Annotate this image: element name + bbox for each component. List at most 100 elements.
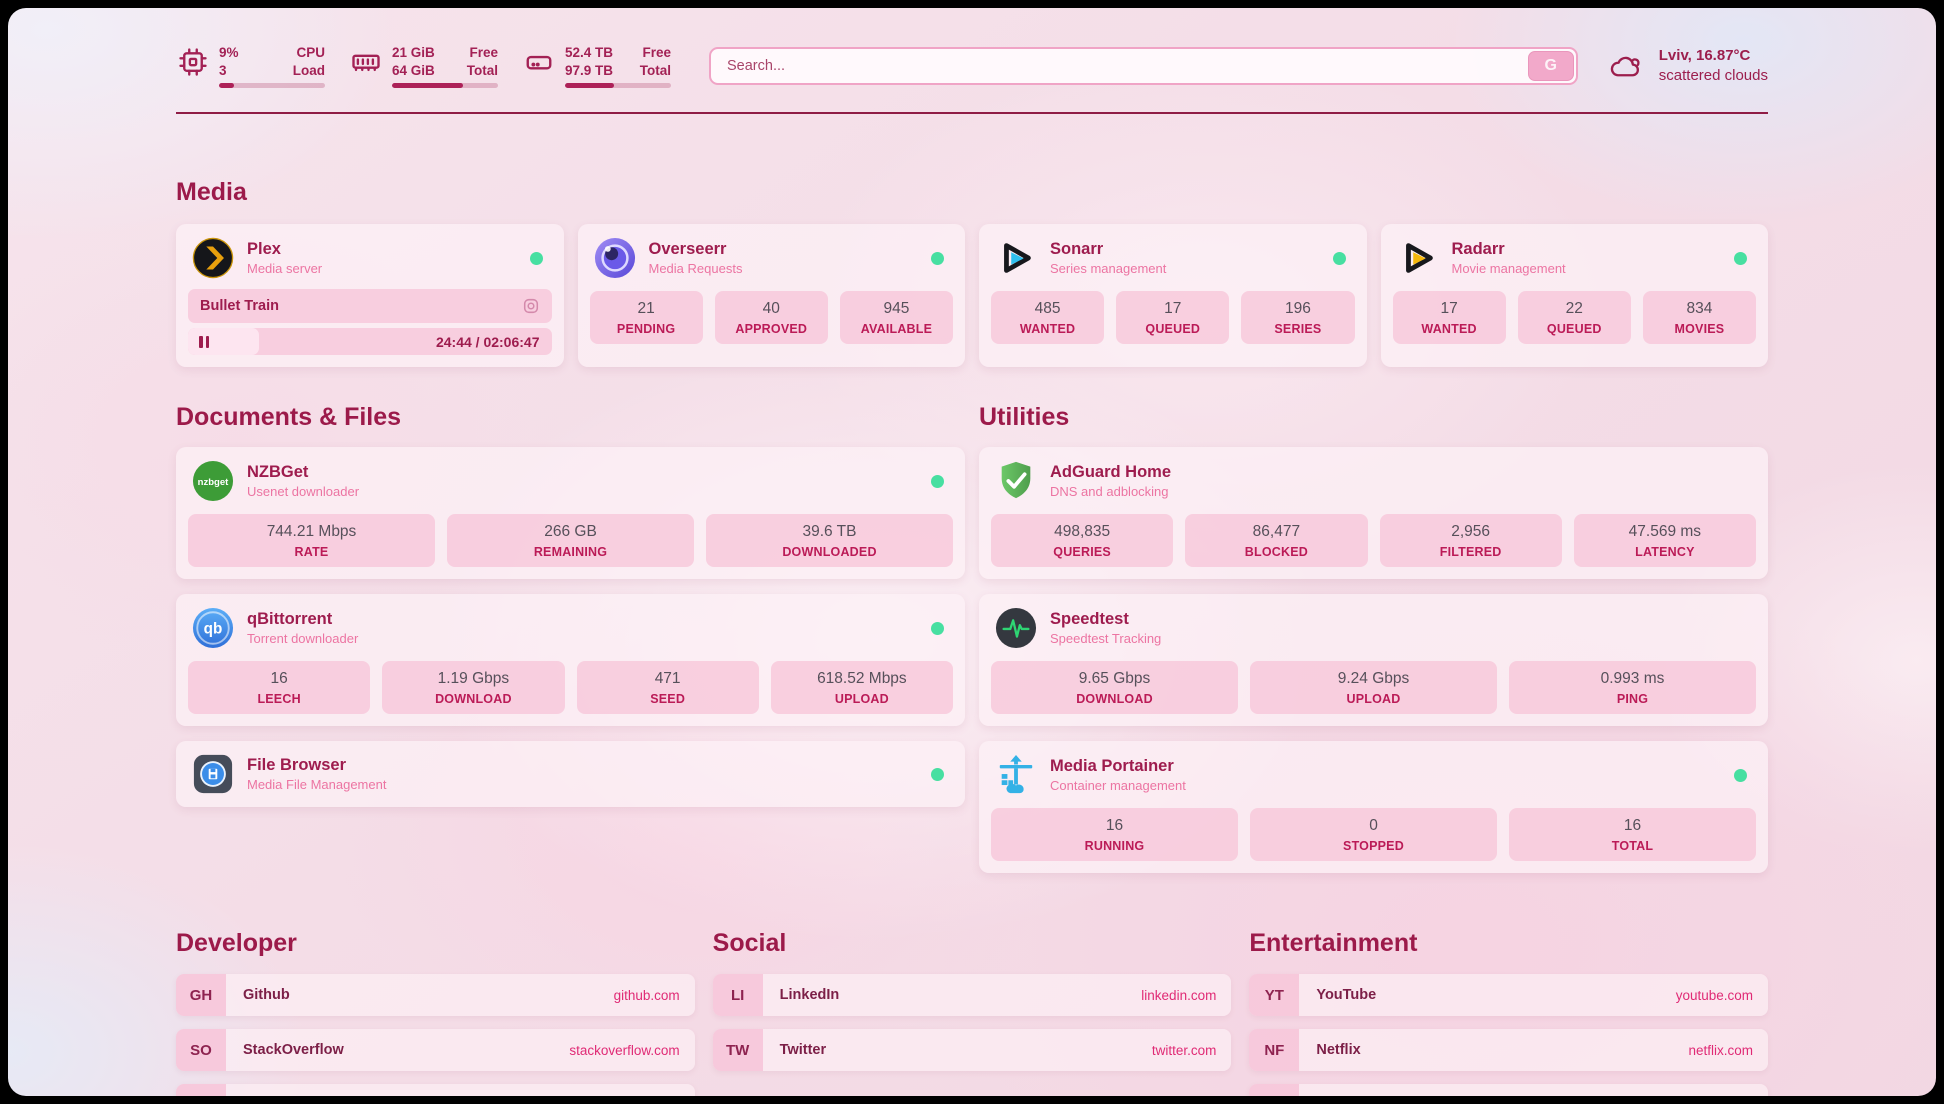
qbittorrent-stat-download: 1.19 Gbps DOWNLOAD [382, 661, 565, 715]
ram-total: 64 GiB [392, 62, 435, 78]
section-title-media: Media [176, 178, 247, 207]
ram-progress-bar [392, 83, 498, 89]
plex-now-playing: Bullet Train 24:44 / 02:06:47 [188, 289, 552, 356]
cloud-icon [1608, 51, 1646, 81]
disk-stat: 52.4 TB 97.9 TB Free Total [524, 44, 671, 89]
link-linkedin[interactable]: LI LinkedIn linkedin.com [712, 974, 1232, 1017]
speedtest-stat-download: 9.65 Gbps DOWNLOAD [991, 661, 1238, 715]
portainer-stat-running: 16 RUNNING [991, 808, 1238, 862]
speedtest-stat-upload: 9.24 Gbps UPLOAD [1250, 661, 1497, 715]
adguard-stat-latency: 47.569 ms LATENCY [1573, 514, 1756, 568]
dev-abbr: DT [176, 1084, 226, 1096]
overseerr-app-link[interactable]: Overseerr Media Requests [578, 224, 966, 288]
adguard-name: AdGuard Home [1050, 463, 1172, 482]
nzbget-app-link[interactable]: nzbget NZBGet Usenet downloader [176, 447, 965, 511]
link-dev[interactable]: DT DEV dev.to [176, 1084, 695, 1096]
cpu-icon [178, 47, 208, 77]
disk-total: 97.9 TB [565, 62, 614, 78]
ram-label-2: Total [466, 62, 498, 78]
overseerr-stat-available: 945 AVAILABLE [839, 291, 954, 345]
adguard-stat-blocked: 86,477 BLOCKED [1185, 514, 1368, 568]
link-netflix[interactable]: NF Netflix netflix.com [1249, 1029, 1769, 1072]
qbittorrent-status-dot [931, 621, 944, 635]
nzbget-desc: Usenet downloader [247, 484, 360, 500]
portainer-desc: Container management [1050, 778, 1186, 794]
utilities-column: Utilities AdGuard Home DNS and adblockin… [979, 403, 1768, 874]
portainer-app-link[interactable]: Media Portainer Container management [979, 741, 1768, 805]
link-youtube[interactable]: YT YouTube youtube.com [1249, 974, 1769, 1017]
adguard-desc: DNS and adblocking [1050, 484, 1169, 500]
netflix-abbr: NF [1249, 1029, 1300, 1072]
cpu-stat: 9% 3 CPU Load [178, 44, 325, 89]
system-stats: 9% 3 CPU Load 21 GiB 64 GiB Free Total [178, 44, 671, 89]
qbittorrent-icon: qb [192, 607, 234, 649]
reddit-abbr: RE [1249, 1084, 1300, 1096]
linkedin-abbr: LI [712, 974, 763, 1017]
radarr-name: Radarr [1451, 240, 1505, 259]
link-twitter[interactable]: TW Twitter twitter.com [712, 1029, 1232, 1072]
plex-icon [192, 237, 234, 279]
plex-app-link[interactable]: Plex Media server [176, 224, 564, 288]
link-github[interactable]: GH Github github.com [176, 974, 695, 1017]
radarr-stat-movies: 834 MOVIES [1642, 291, 1757, 345]
dashboard-page: 9% 3 CPU Load 21 GiB 64 GiB Free Total [8, 8, 1936, 1096]
speedtest-icon [995, 607, 1037, 649]
overseerr-stat-pending: 21 PENDING [589, 291, 703, 345]
weather-widget[interactable]: Lviv, 16.87°C scattered clouds [1608, 46, 1768, 87]
ram-stat: 21 GiB 64 GiB Free Total [351, 44, 498, 89]
overseerr-status-dot [931, 251, 944, 265]
documents-column: Documents & Files nzbget NZBGet Usenet d… [176, 403, 965, 873]
sonarr-app-link[interactable]: Sonarr Series management [979, 224, 1367, 288]
radarr-app-link[interactable]: Radarr Movie management [1381, 224, 1769, 288]
disk-label-2: Total [639, 62, 671, 78]
radarr-stat-wanted: 17 WANTED [1392, 291, 1506, 345]
qbittorrent-app-link[interactable]: qb qBittorrent Torrent downloader [176, 594, 965, 658]
section-title-developer: Developer [176, 929, 297, 958]
sonarr-stat-queued: 17 QUEUED [1116, 291, 1230, 345]
section-title-documents: Documents & Files [176, 403, 402, 432]
nzbget-stat-remaining: 266 GB REMAINING [447, 514, 694, 568]
weather-location-temp: Lviv, 16.87°C [1658, 46, 1751, 64]
social-links: Social LI LinkedIn linkedin.com TW Twitt… [712, 929, 1232, 1096]
qbittorrent-stat-seed: 471 SEED [576, 661, 759, 715]
ram-progress-fill [392, 83, 464, 89]
portainer-stat-stopped: 0 STOPPED [1250, 808, 1497, 862]
portainer-name: Media Portainer [1050, 757, 1174, 776]
media-cards-row: Plex Media server Bullet Train [176, 224, 1769, 368]
search-input[interactable] [709, 47, 1578, 86]
search-provider-button[interactable]: G [1527, 51, 1574, 82]
filebrowser-name: File Browser [247, 756, 347, 775]
disk-label-1: Free [642, 45, 671, 60]
adguard-app-link[interactable]: AdGuard Home DNS and adblocking [979, 447, 1768, 511]
search-bar: G [709, 47, 1578, 86]
adguard-stat-filtered: 2,956 FILTERED [1379, 514, 1562, 568]
nzbget-name: NZBGet [247, 463, 309, 482]
filebrowser-icon [192, 753, 234, 795]
plex-name: Plex [247, 240, 281, 259]
disk-progress-fill [565, 83, 614, 89]
filebrowser-status-dot [931, 767, 944, 781]
qbittorrent-name: qBittorrent [247, 610, 333, 629]
developer-links: Developer GH Github github.com SO StackO… [176, 929, 695, 1096]
nzbget-status-dot [931, 474, 944, 488]
speedtest-app-link[interactable]: Speedtest Speedtest Tracking [979, 594, 1768, 658]
link-reddit[interactable]: RE Reddit reddit.com [1249, 1084, 1769, 1096]
link-stackoverflow[interactable]: SO StackOverflow stackoverflow.com [176, 1029, 695, 1072]
radarr-card: Radarr Movie management 17 WANTED 22 QUEUE… [1380, 224, 1769, 368]
now-playing-title: Bullet Train [200, 298, 279, 315]
cpu-load: 3 [219, 62, 227, 78]
portainer-card: Media Portainer Container management 16 R… [979, 741, 1768, 874]
speedtest-stat-ping: 0.993 ms PING [1509, 661, 1756, 715]
disk-progress-bar [565, 83, 671, 89]
speedtest-name: Speedtest [1050, 610, 1129, 629]
nzbget-stat-rate: 744.21 Mbps RATE [188, 514, 435, 568]
radarr-icon [1397, 237, 1439, 279]
disk-free: 52.4 TB [565, 45, 614, 60]
filebrowser-app-link[interactable]: File Browser Media File Management [176, 741, 965, 807]
sonarr-card: Sonarr Series management 485 WANTED 17 QUE… [979, 224, 1367, 368]
cpu-progress-bar [219, 83, 325, 89]
portainer-stat-total: 16 TOTAL [1509, 808, 1756, 862]
ram-label-1: Free [469, 45, 498, 60]
playback-progress-bar[interactable]: 24:44 / 02:06:47 [188, 328, 552, 356]
section-title-social: Social [712, 929, 787, 958]
